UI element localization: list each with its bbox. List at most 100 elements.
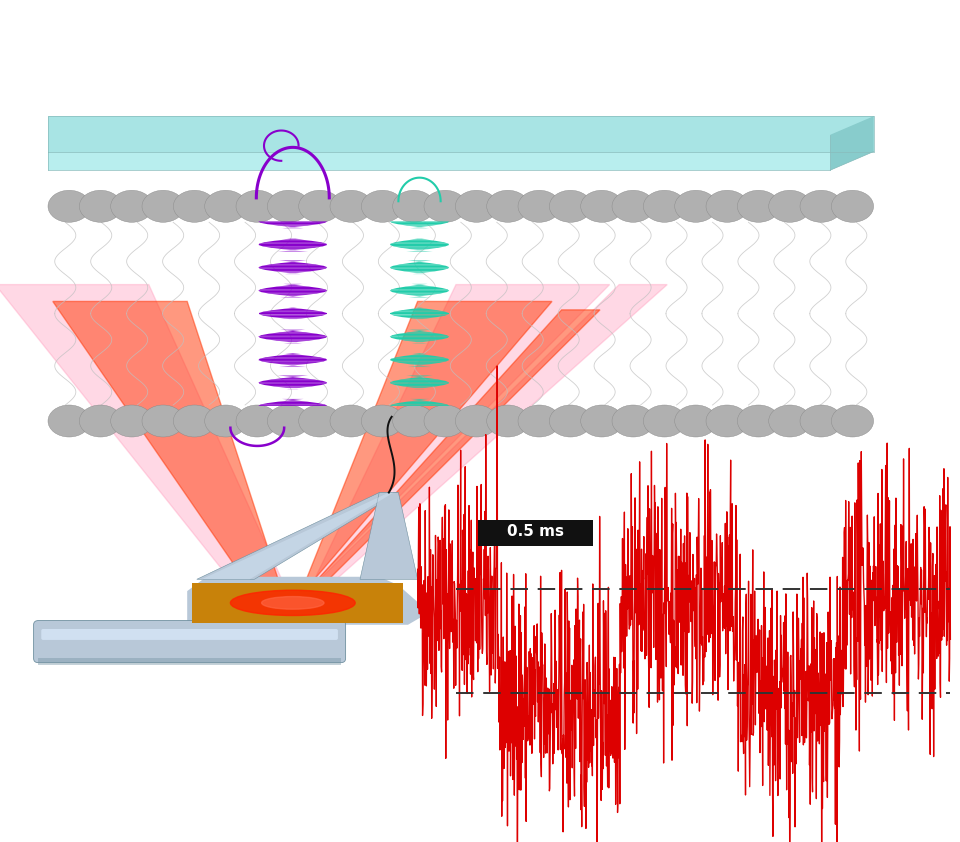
Ellipse shape <box>80 405 122 437</box>
Polygon shape <box>412 284 427 285</box>
Ellipse shape <box>299 405 341 437</box>
Polygon shape <box>283 376 302 378</box>
Polygon shape <box>406 341 433 342</box>
Ellipse shape <box>330 190 372 222</box>
Polygon shape <box>407 400 432 402</box>
Polygon shape <box>391 269 448 270</box>
Polygon shape <box>391 313 448 314</box>
Polygon shape <box>396 339 443 341</box>
Ellipse shape <box>299 190 341 222</box>
Polygon shape <box>395 310 444 312</box>
Polygon shape <box>830 116 874 170</box>
Polygon shape <box>400 263 439 264</box>
Polygon shape <box>258 267 327 269</box>
Polygon shape <box>392 338 447 339</box>
Polygon shape <box>283 284 302 285</box>
Polygon shape <box>259 312 326 313</box>
Polygon shape <box>397 224 442 226</box>
Polygon shape <box>0 285 298 628</box>
Ellipse shape <box>230 590 355 616</box>
Polygon shape <box>414 388 425 389</box>
Polygon shape <box>410 227 429 228</box>
Polygon shape <box>390 266 449 267</box>
Ellipse shape <box>737 405 780 437</box>
Polygon shape <box>390 267 449 269</box>
Polygon shape <box>258 243 327 245</box>
Polygon shape <box>396 356 443 357</box>
Ellipse shape <box>800 405 842 437</box>
Ellipse shape <box>706 190 748 222</box>
Polygon shape <box>261 223 324 224</box>
Polygon shape <box>279 365 306 367</box>
Polygon shape <box>187 577 422 625</box>
Polygon shape <box>285 273 300 274</box>
Polygon shape <box>266 270 320 271</box>
Polygon shape <box>390 360 449 361</box>
Polygon shape <box>393 264 446 266</box>
Polygon shape <box>261 403 324 404</box>
Polygon shape <box>277 310 600 624</box>
Polygon shape <box>202 493 394 579</box>
Polygon shape <box>279 295 306 296</box>
Polygon shape <box>286 388 300 389</box>
Polygon shape <box>411 376 428 378</box>
Polygon shape <box>278 400 307 402</box>
Polygon shape <box>265 385 321 386</box>
Polygon shape <box>258 382 327 384</box>
Polygon shape <box>396 270 443 271</box>
Polygon shape <box>270 263 316 264</box>
Polygon shape <box>393 361 446 363</box>
Ellipse shape <box>831 190 874 222</box>
Polygon shape <box>391 312 448 313</box>
Polygon shape <box>276 354 310 356</box>
Polygon shape <box>390 243 449 245</box>
Polygon shape <box>391 314 448 316</box>
Polygon shape <box>390 359 449 360</box>
Polygon shape <box>192 583 403 623</box>
Polygon shape <box>274 386 312 388</box>
Ellipse shape <box>424 405 467 437</box>
Polygon shape <box>259 242 326 243</box>
Polygon shape <box>264 316 322 317</box>
Polygon shape <box>406 285 433 286</box>
Ellipse shape <box>424 190 467 222</box>
Polygon shape <box>403 386 436 388</box>
Polygon shape <box>401 248 438 249</box>
Polygon shape <box>410 399 429 400</box>
Polygon shape <box>267 286 319 288</box>
Polygon shape <box>270 363 316 365</box>
Polygon shape <box>197 493 398 579</box>
Ellipse shape <box>518 190 561 222</box>
Polygon shape <box>394 380 445 381</box>
Polygon shape <box>279 260 306 262</box>
Polygon shape <box>272 285 667 626</box>
Polygon shape <box>398 294 441 295</box>
FancyBboxPatch shape <box>41 629 338 640</box>
Ellipse shape <box>675 405 717 437</box>
Polygon shape <box>53 301 291 625</box>
Polygon shape <box>262 264 324 266</box>
Ellipse shape <box>831 405 874 437</box>
Polygon shape <box>408 260 431 262</box>
Ellipse shape <box>455 190 497 222</box>
Polygon shape <box>276 285 309 286</box>
Polygon shape <box>280 296 305 298</box>
Polygon shape <box>263 247 323 248</box>
Polygon shape <box>268 402 318 403</box>
Ellipse shape <box>549 405 591 437</box>
Polygon shape <box>390 245 449 247</box>
Polygon shape <box>48 116 874 152</box>
Polygon shape <box>258 266 327 267</box>
Polygon shape <box>390 290 449 292</box>
Polygon shape <box>414 238 425 239</box>
Polygon shape <box>262 361 324 363</box>
Ellipse shape <box>204 190 247 222</box>
Polygon shape <box>404 271 435 273</box>
Ellipse shape <box>612 190 655 222</box>
Polygon shape <box>396 286 443 288</box>
Ellipse shape <box>48 405 90 437</box>
Polygon shape <box>360 493 418 579</box>
Ellipse shape <box>110 405 153 437</box>
Polygon shape <box>280 329 305 331</box>
Polygon shape <box>276 271 310 273</box>
